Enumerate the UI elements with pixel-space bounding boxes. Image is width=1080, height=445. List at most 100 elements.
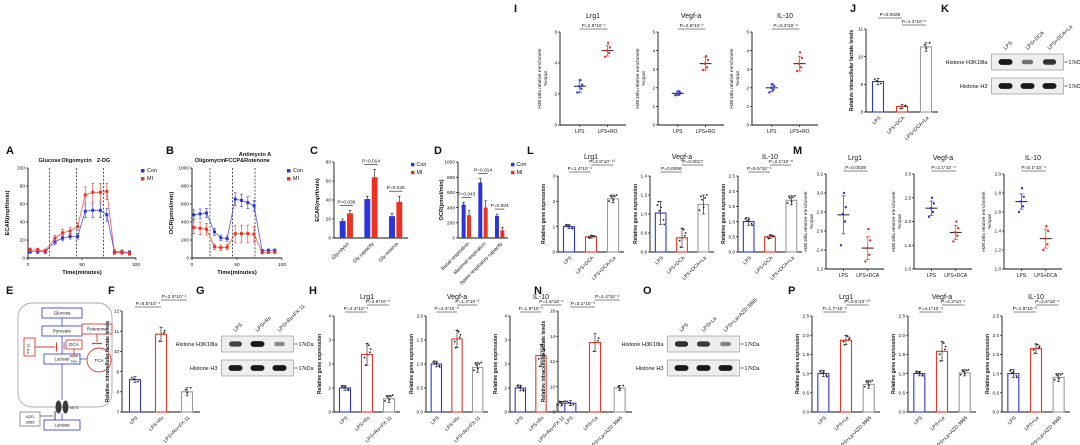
y-tick-label: 1.5 xyxy=(729,204,736,210)
data-dot xyxy=(1017,210,1021,214)
data-point xyxy=(233,232,237,236)
chart-title: Lrg1 xyxy=(848,155,862,162)
y-tick-label: 40 xyxy=(20,220,26,226)
data-dot xyxy=(698,209,701,212)
data-dot xyxy=(386,396,389,398)
data-point xyxy=(91,190,95,194)
data-dot xyxy=(788,195,790,198)
data-point xyxy=(91,208,95,212)
category-label: LPS+La xyxy=(1023,415,1040,432)
p-value: P=1.2*10⁻² xyxy=(455,299,479,305)
chart-title: IL-10 xyxy=(777,13,793,20)
data-dot xyxy=(927,215,931,218)
data-dot xyxy=(607,51,611,55)
data-point xyxy=(83,209,87,213)
y-tick-label: 2.5 xyxy=(899,314,906,320)
data-dot xyxy=(458,336,461,339)
node-label: 3965 xyxy=(26,419,36,424)
data-dot xyxy=(925,47,928,50)
data-dot xyxy=(682,228,685,231)
data-dot xyxy=(341,384,344,387)
data-point xyxy=(240,198,243,202)
panel-h-vegfa-bar-chart-svg: Vegf-a 0.0 0.5 1.0 1.5 2.0 Relative gene expre… xyxy=(409,294,488,444)
y-tick-label: 0 xyxy=(452,236,455,242)
protein-band xyxy=(1042,83,1057,89)
panel-e-metabolism-diagram: Glucose Pyruvate Lactate LDHA FX-11 DCA PDH TCA… xyxy=(10,300,128,440)
panel-n-lactate-bar-chart: 8 10 12 14 16 Relative intracellular lactate … xyxy=(540,292,636,445)
marker-label: 17kDa xyxy=(1069,60,1080,66)
bar xyxy=(500,230,505,238)
data-dot xyxy=(750,222,753,225)
data-dot xyxy=(868,384,870,387)
category-label: LPS+DCA+La xyxy=(904,115,931,142)
category-label: LPS+DCA xyxy=(944,273,968,279)
p-value: P=1.3*10⁻⁶ xyxy=(902,19,926,25)
data-dot xyxy=(342,386,345,389)
data-point xyxy=(105,213,109,217)
panel-d-ocr-bar-chart: 0 200 400 600 800 1000 OCR(pmol/min) P=0.043 Bas… xyxy=(436,150,532,287)
data-dot xyxy=(541,345,544,348)
bar xyxy=(958,372,971,413)
lane-label: LPS xyxy=(1003,40,1015,52)
data-dot xyxy=(845,334,848,337)
panel-h-lrg1-bar-chart: Lrg1 0 1 2 3 4 Relative gene expression LPS LPS+… xyxy=(316,292,404,444)
y-axis-label: H3K18la relative enrichment xyxy=(803,191,809,252)
y-tick-label: 7 xyxy=(117,410,120,416)
data-dot xyxy=(918,371,921,374)
category-label: LPS+Ro+FX-11 xyxy=(162,415,191,444)
data-dot xyxy=(1016,376,1018,379)
data-dot xyxy=(137,380,139,383)
data-dot xyxy=(663,223,666,226)
bar xyxy=(588,342,602,413)
y-axis-label: Relative gene expression xyxy=(541,184,547,244)
y-tick-label: 11 xyxy=(858,27,863,33)
y-tick-label: 1.4 xyxy=(641,174,648,180)
y-axis-label: H3K18la relative enrichment xyxy=(635,48,641,109)
legend-label: MI xyxy=(147,176,153,182)
category-label: LPS xyxy=(338,415,349,426)
data-point xyxy=(225,245,229,249)
data-point xyxy=(68,229,72,233)
blot-row-label: Histone H3K18la xyxy=(622,342,665,348)
y-axis-label: H3K18la relative enrichment xyxy=(729,48,735,109)
y-tick-label: 100 xyxy=(17,166,25,172)
bar xyxy=(478,182,483,238)
data-dot xyxy=(768,91,771,94)
y-tick-label: 0.0 xyxy=(417,410,424,416)
data-dot xyxy=(344,385,347,388)
data-dot xyxy=(904,104,907,107)
data-dot xyxy=(456,329,459,332)
protein-band xyxy=(250,365,265,371)
y-axis-label: OCR(pmol/min) xyxy=(169,192,175,235)
category-label: LPS+Ro xyxy=(354,415,372,433)
data-dot xyxy=(612,199,615,201)
data-dot xyxy=(369,348,372,350)
data-dot xyxy=(769,234,772,236)
p-value: P=5.1*10⁻⁴ xyxy=(1021,165,1045,171)
phase-label: Glucose xyxy=(39,158,61,164)
panel-m-lrg1-scatter: Lrg1 2.2 2.4 2.6 2.8 3.0 3.2 H3K18la relative e… xyxy=(802,152,888,282)
data-dot xyxy=(922,375,924,377)
data-dot xyxy=(820,369,822,372)
data-dot xyxy=(619,387,621,390)
panel-l-lrg1-bar-chart-svg: Lrg1 0 1 2 3 Relative gene expression LPS LPS+D… xyxy=(541,154,624,282)
legend-label: MI xyxy=(293,176,299,182)
category-label: LPS xyxy=(564,415,575,426)
p-value: P=0.0029 xyxy=(845,165,866,171)
p-value: P=2.4*10⁻⁴ xyxy=(344,306,368,312)
data-dot xyxy=(1058,377,1060,380)
data-dot xyxy=(746,219,749,222)
panel-j-lactate-bar-chart: 8 9 10 11 Relative intracellular lactate lev… xyxy=(848,10,942,142)
data-dot xyxy=(591,234,594,237)
data-dot xyxy=(1015,375,1018,377)
data-dot xyxy=(873,78,876,81)
data-dot xyxy=(597,339,599,342)
data-dot xyxy=(864,260,867,263)
p-value: P=0.043 xyxy=(457,191,475,197)
y-tick-label: 1 xyxy=(747,104,750,110)
data-point xyxy=(213,245,216,249)
data-dot xyxy=(868,239,872,242)
y-tick-label: 8 xyxy=(861,110,864,116)
